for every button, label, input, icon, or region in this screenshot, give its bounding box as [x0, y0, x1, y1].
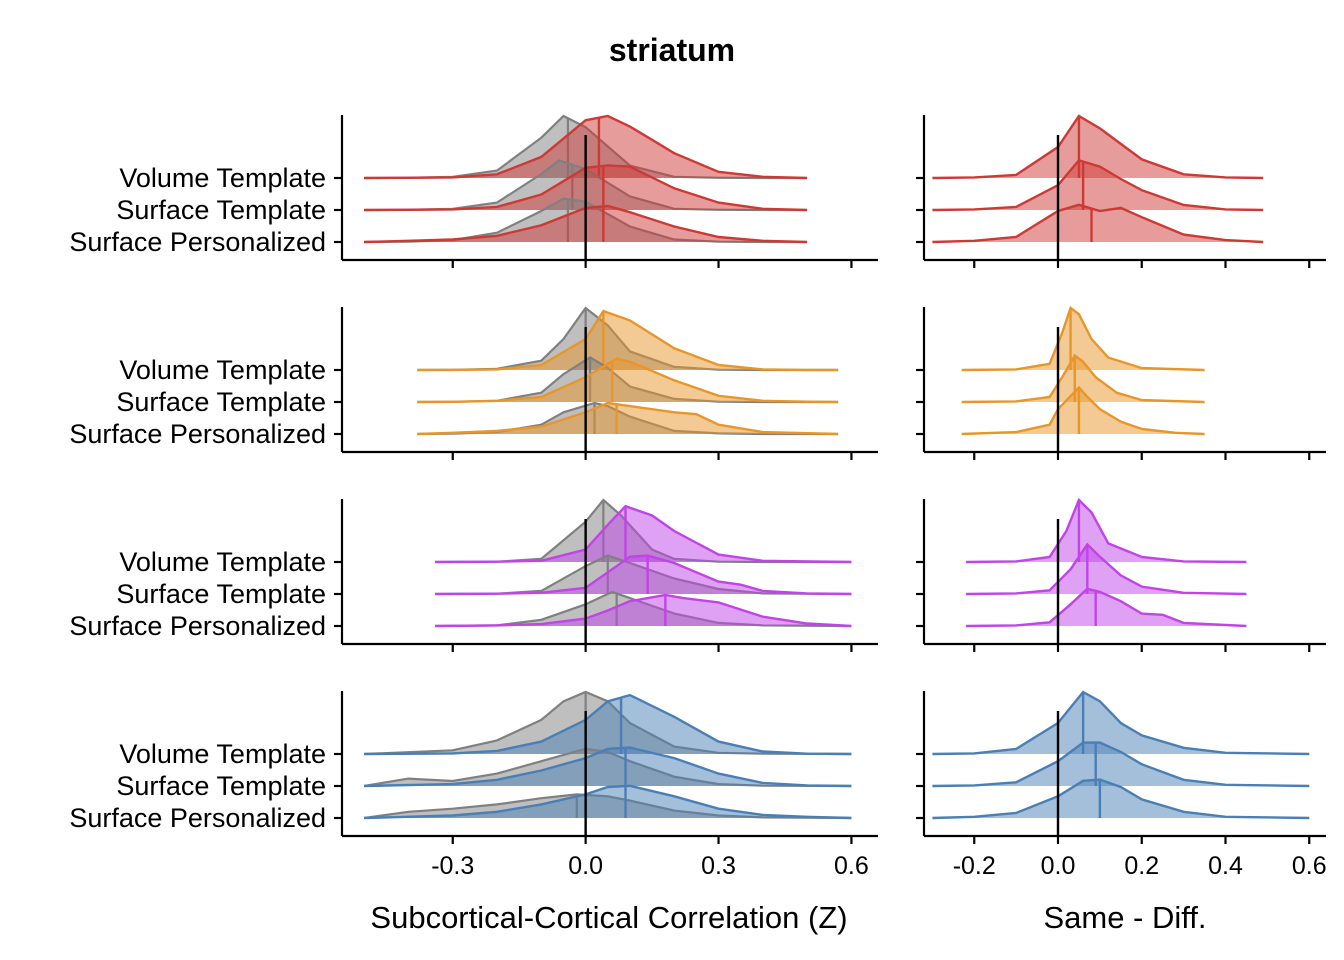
- density-fill: [364, 695, 852, 754]
- density-fill: [435, 506, 852, 562]
- ridge-0: [932, 690, 1310, 756]
- density-fill: [961, 308, 1205, 370]
- density-line: [417, 357, 839, 404]
- density-fill: [932, 204, 1264, 242]
- panel-right-1: [916, 306, 1326, 460]
- ridge-0: [965, 497, 1247, 564]
- y-tick-label: Volume Template: [119, 547, 326, 577]
- density-fill: [932, 779, 1310, 818]
- density-line: [932, 690, 1310, 756]
- ridge-2: [363, 784, 852, 820]
- density-line: [932, 203, 1264, 244]
- density-fill: [417, 311, 839, 370]
- density-fill: [435, 555, 852, 594]
- density-fill: [961, 355, 1205, 402]
- x-tick-label: 0.2: [1124, 852, 1159, 880]
- y-tick-label: Surface Template: [116, 771, 326, 801]
- ridge-0: [417, 306, 839, 372]
- density-line: [434, 593, 852, 628]
- density-line: [417, 401, 839, 436]
- density-fill: [965, 500, 1247, 562]
- panel-right-0: [916, 114, 1326, 268]
- density-fill: [435, 595, 852, 626]
- chart-title: striatum: [609, 32, 735, 68]
- density-line: [364, 693, 852, 756]
- density-line: [932, 114, 1264, 180]
- ridge-2: [434, 590, 852, 628]
- ridge-2: [932, 778, 1310, 820]
- y-tick-label: Volume Template: [119, 163, 326, 193]
- density-fill: [417, 403, 839, 434]
- density-line: [364, 204, 808, 244]
- density-line: [961, 306, 1205, 372]
- density-line: [932, 159, 1264, 212]
- density-fill: [417, 358, 839, 402]
- density-fill: [364, 785, 852, 818]
- density-fill: [965, 544, 1247, 594]
- density-line: [961, 385, 1205, 436]
- ridge-1: [965, 542, 1247, 596]
- x-tick-label: -0.3: [431, 852, 474, 880]
- x-tick-label: 0.3: [701, 852, 736, 880]
- x-tick-label: 0.6: [1292, 852, 1327, 880]
- ridge-0: [364, 690, 852, 756]
- ridge-2: [961, 385, 1205, 436]
- density-fill: [932, 160, 1264, 210]
- y-tick-label: Volume Template: [119, 739, 326, 769]
- density-line: [965, 542, 1247, 596]
- density-line: [364, 746, 852, 788]
- y-tick-label: Surface Personalized: [69, 803, 326, 833]
- x-axis-title-right: Same - Diff.: [1043, 900, 1206, 935]
- y-tick-label: Surface Template: [116, 387, 326, 417]
- x-tick-label: 0.6: [834, 852, 869, 880]
- ridge-2: [417, 401, 839, 436]
- density-fill: [932, 742, 1310, 786]
- y-tick-label: Surface Template: [116, 579, 326, 609]
- density-fill: [932, 116, 1264, 178]
- panel-right-2: [916, 497, 1326, 652]
- y-tick-label: Surface Personalized: [69, 227, 326, 257]
- x-tick-label: 0.4: [1208, 852, 1243, 880]
- density-line: [364, 784, 852, 820]
- density-line: [417, 309, 839, 372]
- ridge-0: [434, 498, 852, 564]
- ridge-2: [932, 203, 1264, 244]
- y-tick-label: Surface Personalized: [69, 419, 326, 449]
- ridge-2: [965, 587, 1247, 628]
- x-tick-label: -0.2: [953, 852, 996, 880]
- y-tick-label: Volume Template: [119, 355, 326, 385]
- density-line: [364, 114, 808, 180]
- y-tick-label: Surface Template: [116, 195, 326, 225]
- density-fill: [965, 588, 1247, 626]
- y-tick-label: Surface Personalized: [69, 611, 326, 641]
- density-fill: [961, 387, 1205, 434]
- ridge-1: [932, 159, 1264, 212]
- panel-right-3: -0.2 0.0 0.2 0.4 0.6: [916, 690, 1327, 880]
- ridge-0: [961, 306, 1205, 372]
- ridge-1: [417, 356, 839, 404]
- density-line: [965, 497, 1247, 564]
- density-line: [961, 353, 1205, 404]
- density-line: [932, 741, 1310, 788]
- x-tick-label: 0.0: [568, 852, 603, 880]
- x-axis-title-left: Subcortical-Cortical Correlation (Z): [370, 900, 847, 935]
- density-line: [965, 587, 1247, 628]
- ridge-1: [434, 554, 852, 596]
- density-fill: [932, 692, 1310, 754]
- x-tick-label: 0.0: [1041, 852, 1076, 880]
- density-line: [364, 164, 808, 212]
